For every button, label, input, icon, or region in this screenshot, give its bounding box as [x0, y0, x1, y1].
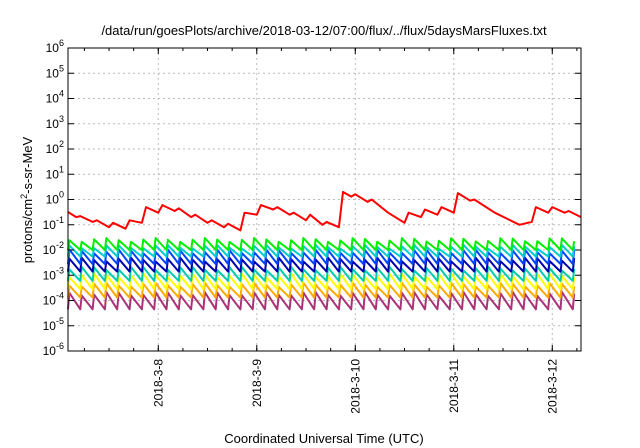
y-tick-label: 105 — [46, 63, 64, 80]
x-axis-label: Coordinated Universal Time (UTC) — [224, 431, 423, 446]
series-line — [67, 248, 576, 265]
series-line — [67, 290, 576, 311]
x-tick-label: 2018-3-10 — [348, 359, 362, 414]
y-tick-label: 104 — [46, 89, 64, 106]
series-line — [67, 237, 576, 251]
y-tick-label: 103 — [46, 114, 64, 131]
y-tick-label: 102 — [46, 139, 64, 156]
series-line — [67, 272, 576, 291]
x-tick-label: 2018-3-8 — [151, 359, 165, 407]
x-tick-label: 2018-3-11 — [447, 359, 461, 413]
y-tick-label: 10-1 — [43, 215, 64, 232]
y-axis-label-part1: protons/cm — [20, 199, 35, 263]
y-tick-label: 101 — [46, 164, 64, 181]
y-axis-label: protons/cm2-s-sr-MeV — [19, 136, 35, 263]
series-line — [67, 256, 576, 273]
y-tick-label: 10-2 — [43, 240, 64, 257]
y-tick-label: 100 — [46, 190, 64, 207]
series-line — [67, 243, 576, 258]
y-axis-ticks: 10-6 10-5 10-4 10-3 10-2 10-1 100 101 102 103 104 1… — [43, 38, 581, 358]
series-line — [67, 190, 582, 232]
y-tick-label: 10-3 — [43, 265, 64, 282]
chart-title: /data/run/goesPlots/archive/2018-03-12/0… — [101, 23, 547, 38]
y-axis-label-sup: 2 — [19, 194, 29, 199]
x-tick-label: 2018-3-12 — [545, 359, 559, 414]
series-line — [67, 265, 576, 282]
y-tick-label: 106 — [46, 38, 64, 55]
y-tick-label: 10-4 — [43, 291, 64, 308]
series-group — [67, 190, 582, 311]
y-tick-label: 10-5 — [43, 316, 64, 333]
series-line — [67, 281, 576, 299]
x-tick-label: 2018-3-9 — [250, 359, 264, 407]
x-axis-ticks: 2018-3-8 2018-3-9 2018-3-10 2018-3-11 2018-3… — [83, 48, 578, 414]
y-axis-label-part2: -s-sr-MeV — [20, 136, 35, 193]
y-tick-label: 10-6 — [43, 341, 64, 358]
